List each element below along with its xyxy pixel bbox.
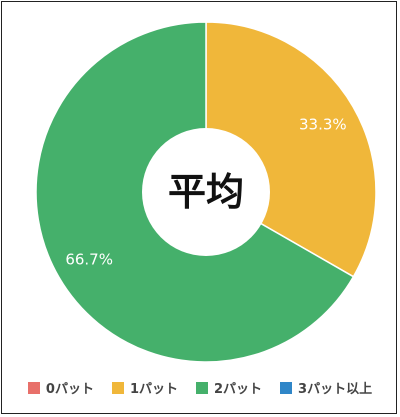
legend: 0パット 1パット 2パット 3パット以上 [0,378,400,397]
slice-labels: 33.3% 66.7% [65,115,346,268]
legend-item-2[interactable]: 2パット [196,378,262,397]
center-label: 平均 [168,170,244,214]
legend-item-3[interactable]: 3パット以上 [280,378,372,397]
legend-item-1[interactable]: 1パット [111,378,178,397]
slice-label-2: 66.7% [65,251,113,269]
legend-swatch [280,381,293,394]
legend-swatch [111,381,124,394]
legend-item-0[interactable]: 0パット [27,378,94,397]
donut-hole [142,128,270,256]
legend-label: 2パット [214,382,263,397]
legend-label: 1パット [129,382,178,397]
legend-label: 3パット以上 [298,382,373,397]
slice-label-1: 33.3% [299,115,347,133]
legend-swatch [27,381,40,394]
legend-label: 0パット [45,382,94,397]
legend-swatch [196,381,208,394]
